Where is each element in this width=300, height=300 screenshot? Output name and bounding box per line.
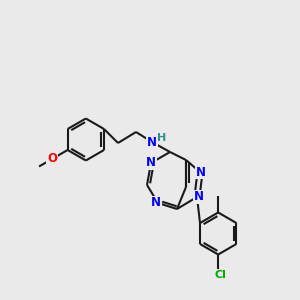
- Text: H: H: [158, 133, 166, 143]
- Text: N: N: [151, 196, 161, 209]
- Text: O: O: [47, 152, 57, 166]
- Text: N: N: [146, 157, 156, 169]
- Text: N: N: [196, 166, 206, 178]
- Text: Cl: Cl: [214, 269, 226, 280]
- Text: N: N: [147, 136, 157, 148]
- Text: N: N: [194, 190, 204, 203]
